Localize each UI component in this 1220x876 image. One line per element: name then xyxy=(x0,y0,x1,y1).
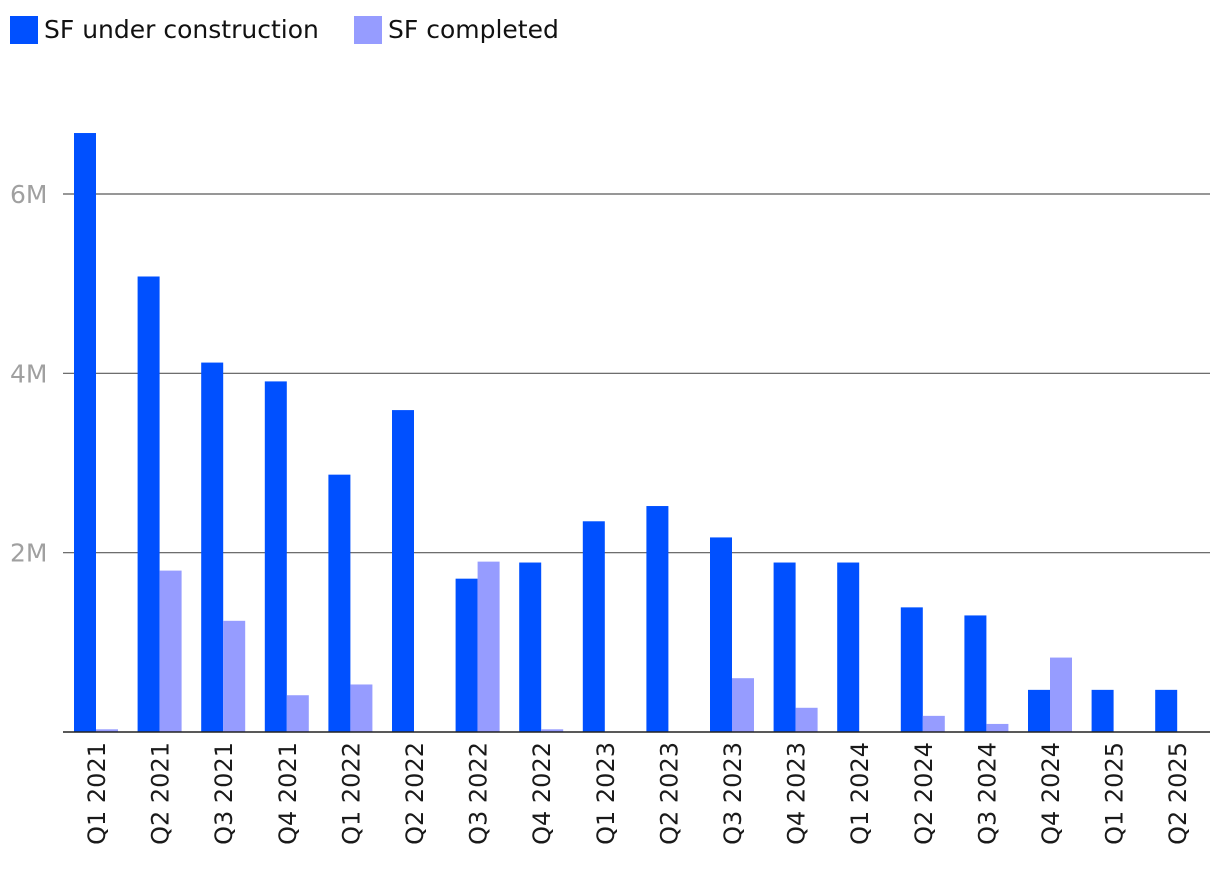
bar-completed xyxy=(159,570,182,732)
bar-under-construction xyxy=(900,607,923,732)
bar-completed xyxy=(922,715,945,732)
x-tick-label: Q2 2023 xyxy=(655,742,683,845)
x-tick-label: Q3 2024 xyxy=(973,742,1001,845)
bar-under-construction xyxy=(646,506,669,732)
x-tick-label: Q3 2023 xyxy=(719,742,747,845)
x-tick-label: Q1 2022 xyxy=(337,742,365,845)
bar-under-construction xyxy=(1091,689,1114,732)
legend: SF under construction SF completed xyxy=(10,15,559,44)
y-axis: 2M 4M 6M xyxy=(10,180,47,568)
x-tick-label: Q2 2022 xyxy=(401,742,429,845)
bar-completed xyxy=(477,561,500,732)
x-tick-label: Q4 2024 xyxy=(1037,742,1065,845)
x-tick-label: Q4 2022 xyxy=(528,742,556,845)
y-tick-label: 2M xyxy=(10,539,47,568)
bar-under-construction xyxy=(773,562,796,732)
x-tick-label: Q2 2024 xyxy=(910,742,938,845)
legend-label: SF under construction xyxy=(44,15,319,44)
x-tick-label: Q3 2021 xyxy=(210,742,238,845)
x-tick-label: Q1 2023 xyxy=(592,742,620,845)
bar-completed xyxy=(286,695,309,732)
legend-swatch xyxy=(10,16,38,44)
bar-completed xyxy=(350,684,373,732)
bar-completed xyxy=(96,729,118,732)
x-tick-label: Q1 2024 xyxy=(846,742,874,845)
bar-under-construction xyxy=(582,521,605,732)
bar-completed xyxy=(795,707,818,732)
bars xyxy=(74,133,1178,732)
legend-label: SF completed xyxy=(388,15,559,44)
legend-swatch xyxy=(354,16,382,44)
bar-completed xyxy=(541,729,564,732)
bar-under-construction xyxy=(519,562,542,732)
x-tick-label: Q3 2022 xyxy=(465,742,493,845)
x-tick-label: Q2 2025 xyxy=(1164,742,1192,845)
bar-completed xyxy=(223,620,246,732)
x-tick-label: Q2 2021 xyxy=(147,742,175,845)
x-tick-label: Q4 2021 xyxy=(274,742,302,845)
x-tick-label: Q4 2023 xyxy=(783,742,811,845)
bar-under-construction xyxy=(328,474,351,732)
x-tick-label: Q1 2021 xyxy=(83,742,111,845)
y-tick-label: 6M xyxy=(10,180,47,209)
bar-under-construction xyxy=(201,362,224,732)
bar-under-construction xyxy=(264,381,287,732)
bar-under-construction xyxy=(137,276,160,732)
bar-under-construction xyxy=(964,615,987,732)
bar-completed xyxy=(986,723,1009,732)
bar-under-construction xyxy=(1155,689,1178,732)
bar-completed xyxy=(1050,657,1072,732)
bar-under-construction xyxy=(74,133,96,732)
bar-under-construction xyxy=(392,410,414,732)
bar-under-construction xyxy=(455,578,478,732)
bar-under-construction xyxy=(1028,689,1050,732)
y-tick-label: 4M xyxy=(10,359,47,388)
x-tick-label: Q1 2025 xyxy=(1101,742,1129,845)
bar-under-construction xyxy=(837,562,860,732)
bar-completed xyxy=(732,678,754,732)
x-axis: Q1 2021 Q2 2021 Q3 2021 Q4 2021 Q1 2022 Q2 20… xyxy=(63,731,1210,845)
gridlines xyxy=(63,193,1210,554)
bar-under-construction xyxy=(710,537,732,732)
